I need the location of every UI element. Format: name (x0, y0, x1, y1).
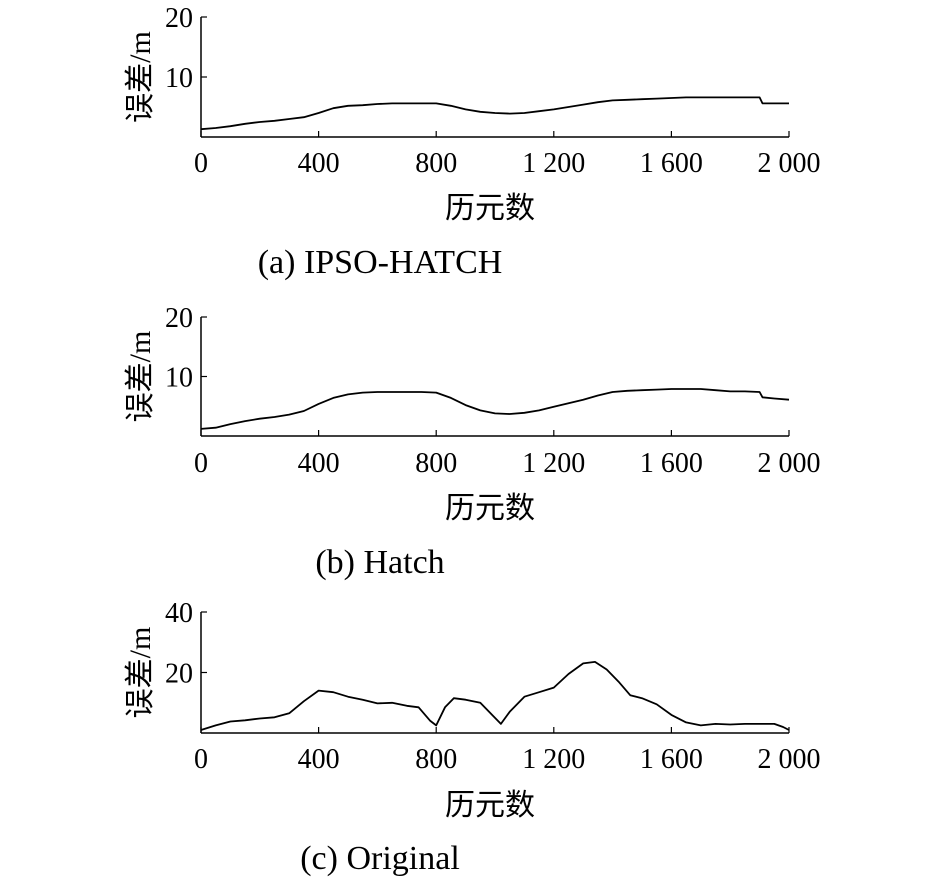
x-axis-label: 历元数 (445, 492, 535, 525)
y-tick-label: 40 (165, 598, 193, 629)
x-tick-label: 800 (415, 744, 457, 775)
series-line (200, 388, 790, 430)
x-tick-label: 800 (415, 448, 457, 479)
y-axis-label: 误差/m (124, 331, 157, 423)
x-axis-label: 历元数 (445, 192, 535, 225)
x-tick-label: 0 (194, 448, 208, 479)
y-tick-label: 20 (165, 3, 193, 34)
y-tick-label: 10 (165, 363, 193, 394)
x-tick-label: 2 000 (758, 448, 821, 479)
chart-caption: (c) Original (300, 840, 460, 877)
x-tick-label: 1 600 (640, 448, 703, 479)
y-tick-label: 20 (165, 659, 193, 690)
x-tick-label: 1 600 (640, 744, 703, 775)
x-tick-label: 1 200 (522, 448, 585, 479)
chart-panel-3: 0 400 800 1 200 1 600 2 000 20 40 误差/m 历元数 (c) Ori… (124, 598, 821, 877)
x-tick-label: 800 (415, 148, 457, 179)
y-tick-label: 20 (165, 303, 193, 334)
y-axis-label: 误差/m (124, 31, 157, 123)
x-tick-label: 1 200 (522, 148, 585, 179)
series-line (200, 661, 790, 731)
chart-panel-1: 0 400 800 1 200 1 600 2 000 10 20 误差/m 历元数 (a) IPS… (124, 3, 821, 281)
x-tick-label: 0 (194, 148, 208, 179)
x-tick-label: 400 (298, 448, 340, 479)
chart-caption: (b) Hatch (315, 544, 444, 581)
y-axis-label: 误差/m (124, 627, 157, 719)
x-tick-label: 1 200 (522, 744, 585, 775)
x-tick-label: 2 000 (758, 744, 821, 775)
x-axis-label: 历元数 (445, 789, 535, 822)
y-tick-label: 10 (165, 63, 193, 94)
series-line (200, 96, 789, 131)
x-tick-label: 1 600 (640, 148, 703, 179)
x-tick-label: 2 000 (758, 148, 821, 179)
x-tick-label: 400 (298, 148, 340, 179)
x-tick-label: 0 (194, 744, 208, 775)
x-tick-label: 400 (298, 744, 340, 775)
chart-panel-2: 0 400 800 1 200 1 600 2 000 10 20 误差/m 历元数(b) Hat… (124, 303, 821, 581)
chart-caption: (a) IPSO-HATCH (258, 244, 503, 281)
